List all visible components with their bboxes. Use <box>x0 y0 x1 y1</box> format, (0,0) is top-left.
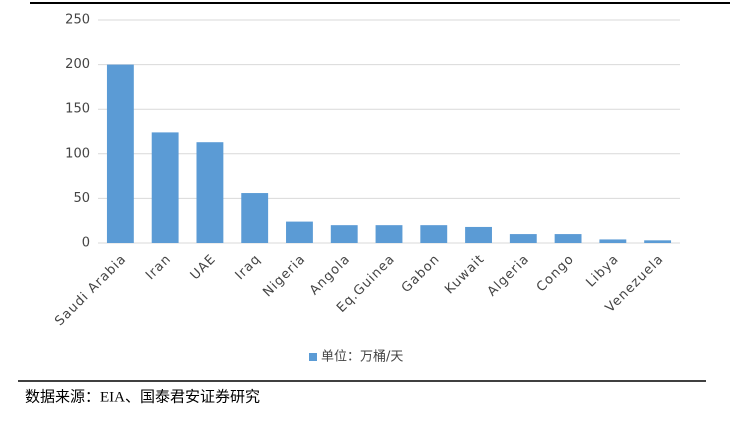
x-tick-label: Congo <box>534 252 577 295</box>
bar <box>330 225 358 243</box>
x-tick-label: Algeria <box>485 252 533 300</box>
bar <box>420 225 448 243</box>
bar <box>106 64 134 243</box>
x-tick-label: Saudi Arabia <box>52 252 129 329</box>
bar <box>599 239 627 243</box>
x-tick-label: Gabon <box>399 252 443 296</box>
y-tick-label: 150 <box>65 102 90 117</box>
x-tick-label: Angola <box>307 252 354 299</box>
legend-swatch <box>309 353 317 361</box>
y-tick-label: 100 <box>65 146 90 161</box>
bar <box>241 193 269 243</box>
bar <box>509 234 537 243</box>
source: 数据来源：EIA、国泰君安证券研究 <box>25 388 260 405</box>
bar <box>644 240 672 243</box>
y-tick-label: 200 <box>65 57 90 72</box>
x-tick-label: Iran <box>143 252 174 283</box>
x-tick-label: Nigeria <box>260 252 308 300</box>
bar <box>196 142 224 243</box>
x-tick-label: Libya <box>583 252 622 291</box>
legend-label: 单位：万桶/天 <box>321 350 403 365</box>
bar <box>151 132 179 243</box>
bar <box>465 226 492 243</box>
x-tick-label: Iraq <box>233 252 264 283</box>
x-tick-label: Kuwait <box>442 252 488 298</box>
y-tick-label: 50 <box>73 191 90 206</box>
bar <box>286 221 313 243</box>
bar <box>375 225 403 243</box>
y-tick-label: 250 <box>65 13 90 28</box>
y-tick-label: 0 <box>82 236 90 251</box>
bar <box>554 234 582 243</box>
x-tick-label: UAE <box>188 252 220 284</box>
